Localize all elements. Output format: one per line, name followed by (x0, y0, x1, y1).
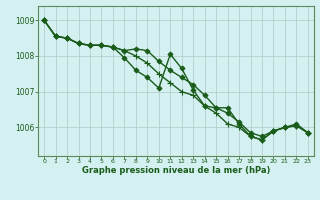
X-axis label: Graphe pression niveau de la mer (hPa): Graphe pression niveau de la mer (hPa) (82, 166, 270, 175)
